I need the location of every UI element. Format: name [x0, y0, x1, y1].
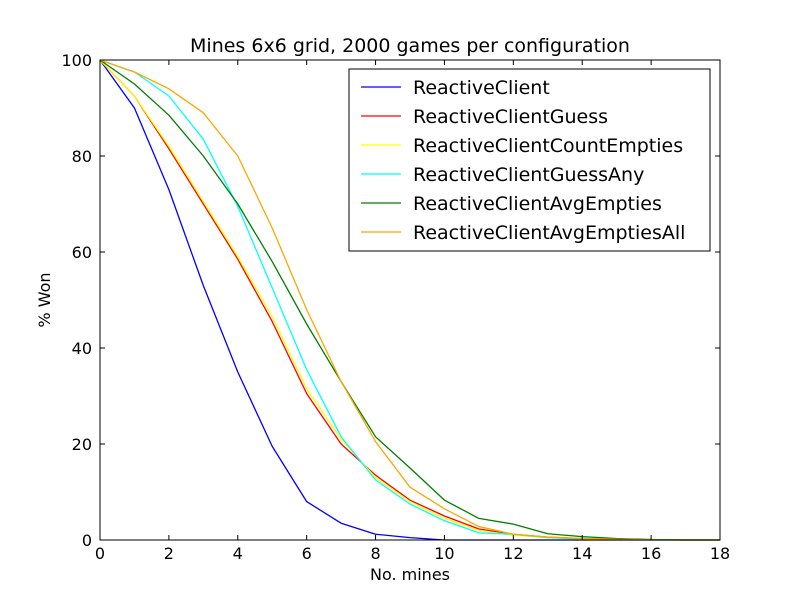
series-line-5	[99, 59, 720, 541]
x-tick-label: 10	[434, 544, 454, 563]
x-tick-label: 18	[710, 544, 730, 563]
legend-label-5: ReactiveClientAvgEmptiesAll	[413, 222, 685, 244]
legend: ReactiveClient ReactiveClientGuess Reactiv…	[348, 68, 711, 252]
x-tick-label: 16	[641, 544, 661, 563]
x-tick-label: 14	[572, 544, 592, 563]
legend-box	[348, 68, 711, 252]
y-tick-label: 0	[82, 531, 92, 550]
legend-label-1: ReactiveClientGuess	[413, 106, 608, 128]
legend-label-2: ReactiveClientCountEmpties	[413, 135, 683, 157]
x-tick-label: 8	[370, 544, 380, 563]
x-tick-label: 0	[95, 544, 105, 563]
y-tick-label: 100	[61, 51, 92, 70]
chart-title: Mines 6x6 grid, 2000 games per configura…	[190, 35, 630, 57]
legend-label-3: ReactiveClientGuessAny	[413, 164, 644, 186]
y-tick-label: 60	[72, 243, 92, 262]
axis-ticks: 0 2 4 6 8 10 12 14 16 18 0 20 40 60 80 100	[61, 51, 730, 563]
y-axis-title: % Won	[35, 272, 54, 327]
legend-label-4: ReactiveClientAvgEmpties	[413, 193, 662, 215]
series-line-4	[99, 59, 720, 541]
y-tick-label: 80	[72, 147, 92, 166]
x-tick-label: 4	[233, 544, 243, 563]
legend-label-0: ReactiveClient	[413, 77, 550, 99]
y-tick-label: 40	[72, 339, 92, 358]
y-tick-label: 20	[72, 435, 92, 454]
x-tick-label: 6	[302, 544, 312, 563]
x-axis-title: No. mines	[370, 565, 450, 584]
x-tick-label: 2	[164, 544, 174, 563]
plot-frame	[99, 59, 721, 541]
x-tick-label: 12	[503, 544, 523, 563]
